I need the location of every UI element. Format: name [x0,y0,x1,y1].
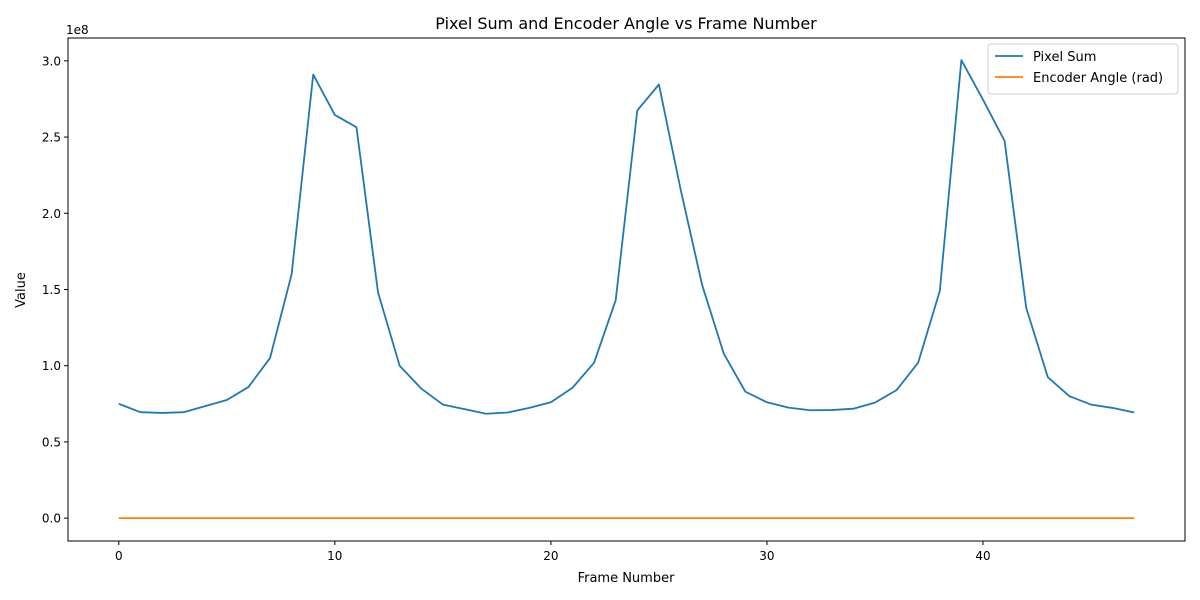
y-axis-label: Value [14,272,29,308]
x-tick-label: 20 [543,549,558,563]
y-tick-label: 3.0 [42,54,61,68]
x-axis-ticks: 0 10 20 30 40 [115,541,991,563]
y-tick-label: 1.0 [42,359,61,373]
legend-label-pixel-sum: Pixel Sum [1033,50,1096,65]
y-tick-label: 0.5 [42,435,61,449]
series-line-pixel-sum [118,59,1135,415]
x-tick-label: 40 [975,549,990,563]
x-axis-label: Frame Number [578,571,676,586]
series-lines [118,59,1135,520]
x-tick-label: 30 [759,549,774,563]
legend: Pixel Sum Encoder Angle (rad) [987,43,1179,95]
y-tick-label: 2.0 [42,207,61,221]
chart-title: Pixel Sum and Encoder Angle vs Frame Num… [435,14,817,33]
y-tick-label: 2.5 [42,131,61,145]
y-tick-label: 1.5 [42,283,61,297]
plot-frame [67,37,1186,542]
y-axis-ticks: 0.0 0.5 1.0 1.5 2.0 2.5 3.0 [42,54,68,526]
legend-box [987,43,1179,95]
legend-label-encoder-angle: Encoder Angle (rad) [1033,71,1163,86]
x-tick-label: 10 [327,549,342,563]
y-offset-text: 1e8 [66,23,89,37]
x-tick-label: 0 [115,549,123,563]
y-tick-label: 0.0 [42,512,61,526]
